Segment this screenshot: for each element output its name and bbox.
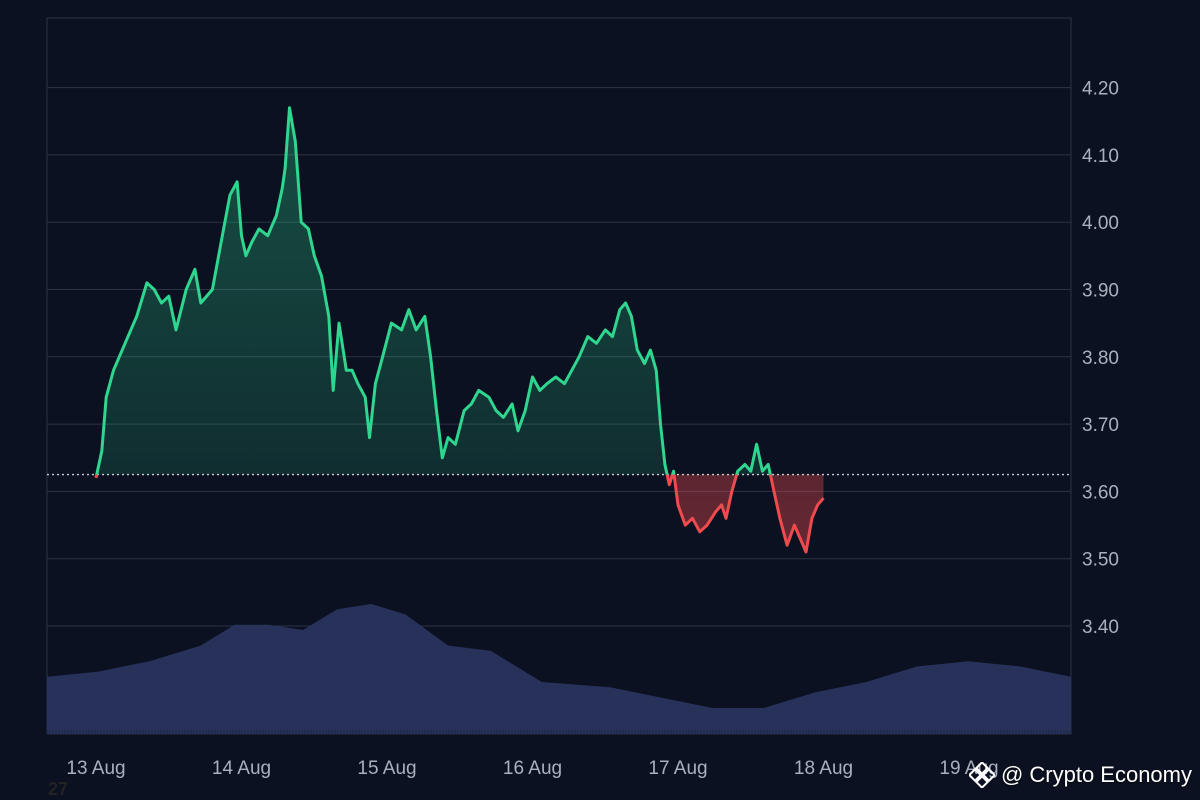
price-line [94,106,825,554]
y-tick-label: 3.40 [1082,617,1119,638]
volume-bars [46,604,1071,734]
x-tick-label: 13 Aug [66,758,125,779]
y-tick-label: 4.10 [1082,146,1119,167]
binance-diamond-icon [968,762,995,788]
volume-area [47,604,1071,734]
watermark: @ Crypto Economy [968,762,1192,788]
y-tick-label: 3.90 [1082,281,1119,302]
y-tick-label: 3.70 [1082,415,1119,436]
x-tick-label: 14 Aug [212,758,271,779]
y-tick-label: 4.20 [1082,79,1119,100]
x-tick-label: 16 Aug [503,758,562,779]
x-axis-ticks: 13 Aug 14 Aug 15 Aug 16 Aug 17 Aug 18 Aug 19 A… [66,758,998,779]
x-tick-label: 15 Aug [357,758,416,779]
x-tick-label: 17 Aug [648,758,707,779]
y-axis-ticks: 3.40 3.50 3.60 3.70 3.80 3.90 4.00 4.10 4.20 [1082,79,1119,638]
y-tick-label: 4.00 [1082,213,1119,234]
line-above [95,106,772,475]
y-tick-label: 3.80 [1082,348,1119,369]
y-tick-label: 3.50 [1082,550,1119,571]
watermark-text: @ Crypto Economy [1000,762,1192,787]
area-above [96,107,771,475]
corner-label-text: 27 [48,779,69,799]
x-tick-label: 18 Aug [794,758,853,779]
price-area [96,107,824,552]
line-below [94,474,825,554]
corner-label: 27 [48,779,69,800]
y-tick-label: 3.60 [1082,482,1119,503]
